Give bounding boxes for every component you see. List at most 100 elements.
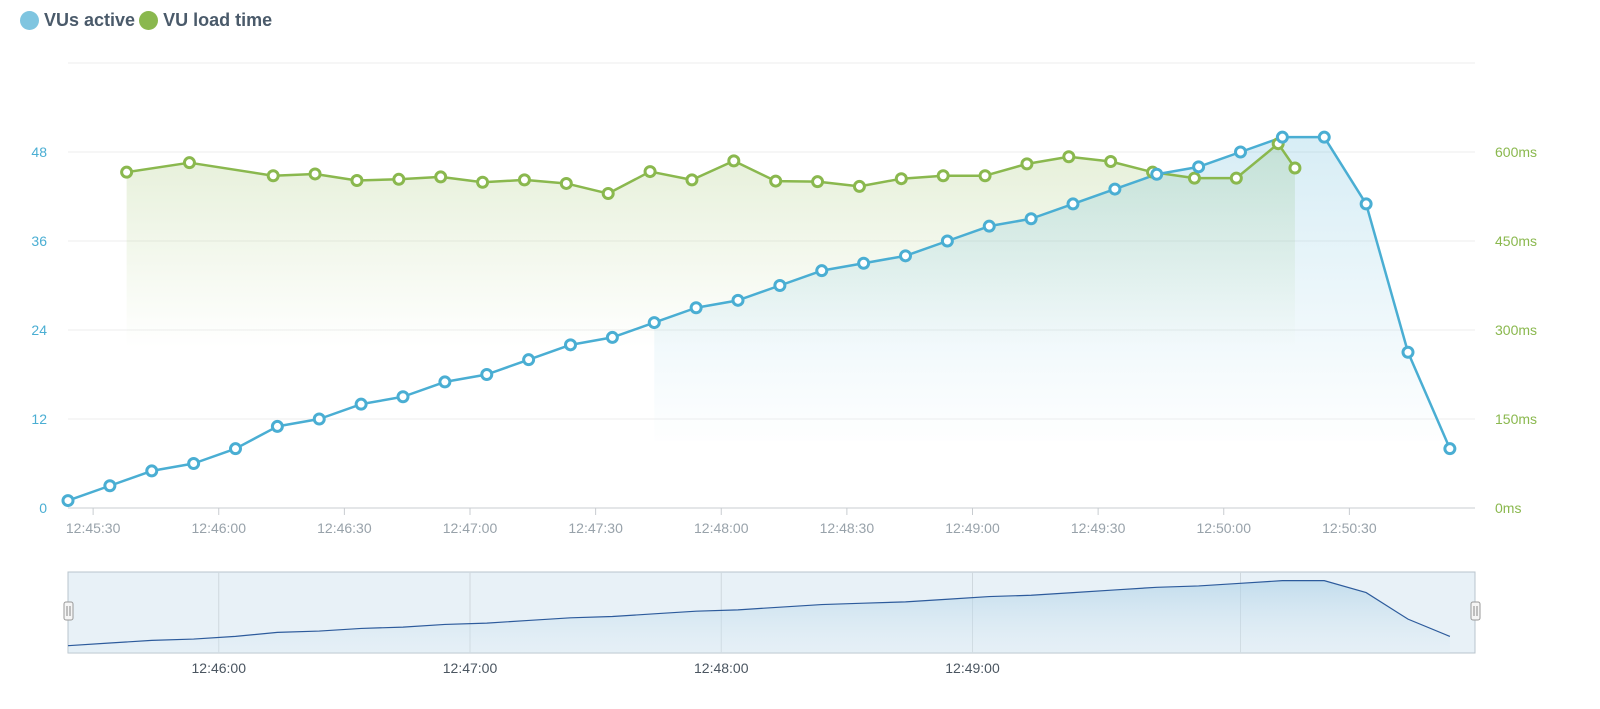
vu-load-time-point — [685, 173, 699, 187]
vu-load-time-point — [894, 172, 908, 186]
vus-active-point — [396, 390, 410, 404]
vus-active-point — [480, 368, 494, 381]
x-tick-label: 12:47:00 — [443, 520, 498, 536]
vu-load-time-point — [182, 156, 196, 170]
vus-active-point — [438, 375, 452, 389]
series-lines — [67, 135, 1452, 502]
x-tick-label: 12:50:00 — [1197, 520, 1252, 536]
navigator-line — [67, 580, 1451, 647]
y-left-tick-label: 48 — [31, 144, 47, 160]
vus-active-point — [1066, 197, 1080, 211]
vus-active-point — [1317, 130, 1331, 144]
vu-load-time-point — [392, 172, 406, 186]
navigator-right-handle[interactable] — [1470, 601, 1481, 621]
vu-load-time-point — [476, 175, 490, 189]
series-areas — [126, 137, 1450, 449]
vus-active-point — [312, 412, 326, 426]
vus-active-point — [731, 293, 745, 307]
vus-active-point — [1234, 145, 1247, 159]
y-left-tick-label: 36 — [31, 233, 47, 249]
vus-active-point — [61, 494, 75, 508]
vu-load-time-point — [1104, 154, 1118, 168]
vus-active-point — [1359, 197, 1373, 211]
y-right-tick-label: 450ms — [1495, 233, 1537, 249]
vus-active-point — [605, 330, 619, 344]
tick-labels: 0 12 24 36 48 0ms 150ms 300ms 450ms 600ms 12:45:30… — [31, 144, 1537, 536]
x-tick-label: 12:46:30 — [317, 520, 372, 536]
x-tick-label: 12:47:30 — [568, 520, 623, 536]
vu-load-time-point — [266, 169, 280, 183]
x-tick-label: 12:48:30 — [820, 520, 875, 536]
navigator-left-handle[interactable] — [63, 601, 74, 621]
vus-active-point — [857, 256, 871, 270]
vus-active-point — [689, 301, 703, 315]
vu-load-time-point — [1062, 150, 1076, 164]
vus-active-point — [940, 234, 954, 248]
vu-load-time-point — [852, 179, 866, 193]
vu-load-time-line — [126, 142, 1296, 195]
x-tick-label: 12:46:00 — [192, 520, 247, 536]
series-markers — [61, 130, 1457, 508]
x-tick-label: 12:49:00 — [945, 520, 1000, 536]
vu-load-time-point — [978, 169, 992, 183]
vu-load-time-point — [308, 167, 322, 181]
vus-active-point — [145, 464, 159, 478]
vus-active-point — [187, 457, 201, 470]
vus-active-point — [229, 442, 242, 456]
vu-load-time-point — [120, 165, 134, 179]
vu-load-time-legend-icon — [139, 11, 159, 30]
y-left-tick-label: 24 — [31, 322, 47, 338]
vu-load-time-point — [1229, 171, 1243, 185]
vu-load-time-point — [936, 169, 950, 183]
vu-load-time-point — [434, 170, 448, 184]
navigator-x-tick-label: 12:46:00 — [192, 660, 247, 676]
vus-active-point — [899, 249, 912, 263]
vu-load-time-point — [727, 154, 741, 168]
axes — [68, 507, 1475, 515]
vus-active-point — [564, 338, 577, 352]
y-right-tick-label: 0ms — [1495, 500, 1521, 516]
vu-load-time-point — [811, 175, 825, 189]
vu-load-time-point — [643, 165, 657, 179]
vus-active-point — [1275, 130, 1289, 144]
vu-load-time-point — [601, 187, 615, 201]
legend-item-vus-active[interactable]: VUs active — [20, 10, 135, 31]
x-tick-label: 12:50:30 — [1322, 520, 1377, 536]
x-tick-label: 12:48:00 — [694, 520, 749, 536]
legend-item-vu-load-time[interactable]: VU load time — [139, 10, 272, 31]
y-right-tick-label: 150ms — [1495, 411, 1537, 427]
vus-active-legend-icon — [20, 11, 39, 30]
x-tick-label: 12:45:30 — [66, 520, 121, 536]
vus-active-point — [354, 397, 368, 411]
vu-load-time-point — [769, 174, 783, 188]
vus-active-point — [522, 353, 536, 367]
vus-active-point — [270, 419, 284, 433]
legend-label-vus-active: VUs active — [44, 10, 136, 30]
vu-load-time-point — [559, 176, 573, 190]
vu-load-time-point — [350, 173, 364, 187]
vus-active-area — [654, 137, 1450, 449]
vus-active-point — [815, 264, 829, 278]
range-navigator[interactable]: 12:46:00 12:47:00 12:48:00 12:49:00 — [63, 571, 1481, 676]
y-right-tick-label: 600ms — [1495, 144, 1537, 160]
vus-active-point — [647, 316, 661, 330]
x-tick-label: 12:49:30 — [1071, 520, 1126, 536]
navigator-x-tick-label: 12:49:00 — [945, 660, 1000, 676]
vus-active-point — [1108, 182, 1122, 196]
vus-active-point — [982, 219, 996, 233]
vus-active-line — [67, 135, 1452, 502]
vu-load-time-point — [1020, 157, 1034, 171]
vus-active-point — [773, 279, 787, 292]
y-left-tick-label: 12 — [31, 411, 47, 427]
vus-active-point — [1024, 212, 1038, 226]
vus-active-point — [1443, 442, 1457, 456]
vus-active-point — [103, 479, 117, 493]
navigator-x-tick-label: 12:48:00 — [694, 660, 749, 676]
navigator-x-tick-label: 12:47:00 — [443, 660, 498, 676]
y-left-tick-label: 0 — [39, 500, 47, 516]
navigator-area — [68, 580, 1450, 653]
y-right-tick-label: 300ms — [1495, 322, 1537, 338]
vus-active-point — [1150, 167, 1164, 181]
legend-label-vu-load-time: VU load time — [163, 10, 273, 30]
